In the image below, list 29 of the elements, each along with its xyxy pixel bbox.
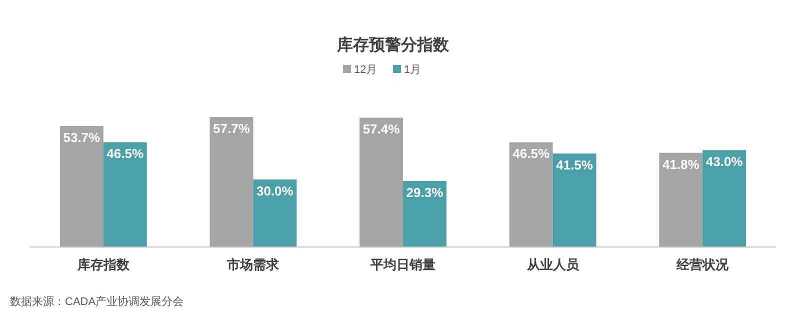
bar <box>552 154 596 247</box>
data-label: 43.0% <box>706 154 744 170</box>
bar <box>509 142 553 247</box>
bar <box>360 118 403 247</box>
legend-label: 1月 <box>404 64 422 76</box>
bar <box>702 150 746 247</box>
x-tick-label: 平均日销量 <box>370 257 436 272</box>
bar <box>60 126 104 247</box>
data-label: 29.3% <box>406 184 444 200</box>
data-label: 30.0% <box>256 183 294 198</box>
data-label: 57.4% <box>362 122 400 137</box>
data-label: 41.5% <box>556 158 594 172</box>
data-label: 41.8% <box>662 156 700 172</box>
data-label: 53.7% <box>63 130 101 146</box>
bar <box>210 117 254 247</box>
data-label: 46.5% <box>512 146 550 162</box>
x-tick-label: 库存指数 <box>76 257 130 272</box>
bar <box>659 152 703 247</box>
chart-title: 库存预警分指数 <box>336 36 450 54</box>
bar <box>253 179 297 247</box>
legend-label: 12月 <box>354 64 378 76</box>
x-tick-label: 市场需求 <box>226 257 280 272</box>
x-tick-label: 经营状况 <box>676 257 730 272</box>
bar <box>403 180 446 247</box>
bar <box>103 142 147 247</box>
source-note: 数据来源：CADA产业协调发展分会 <box>10 295 184 308</box>
x-tick-label: 从业人员 <box>526 257 580 272</box>
data-label: 57.7% <box>213 121 250 136</box>
data-label: 46.5% <box>106 146 144 162</box>
